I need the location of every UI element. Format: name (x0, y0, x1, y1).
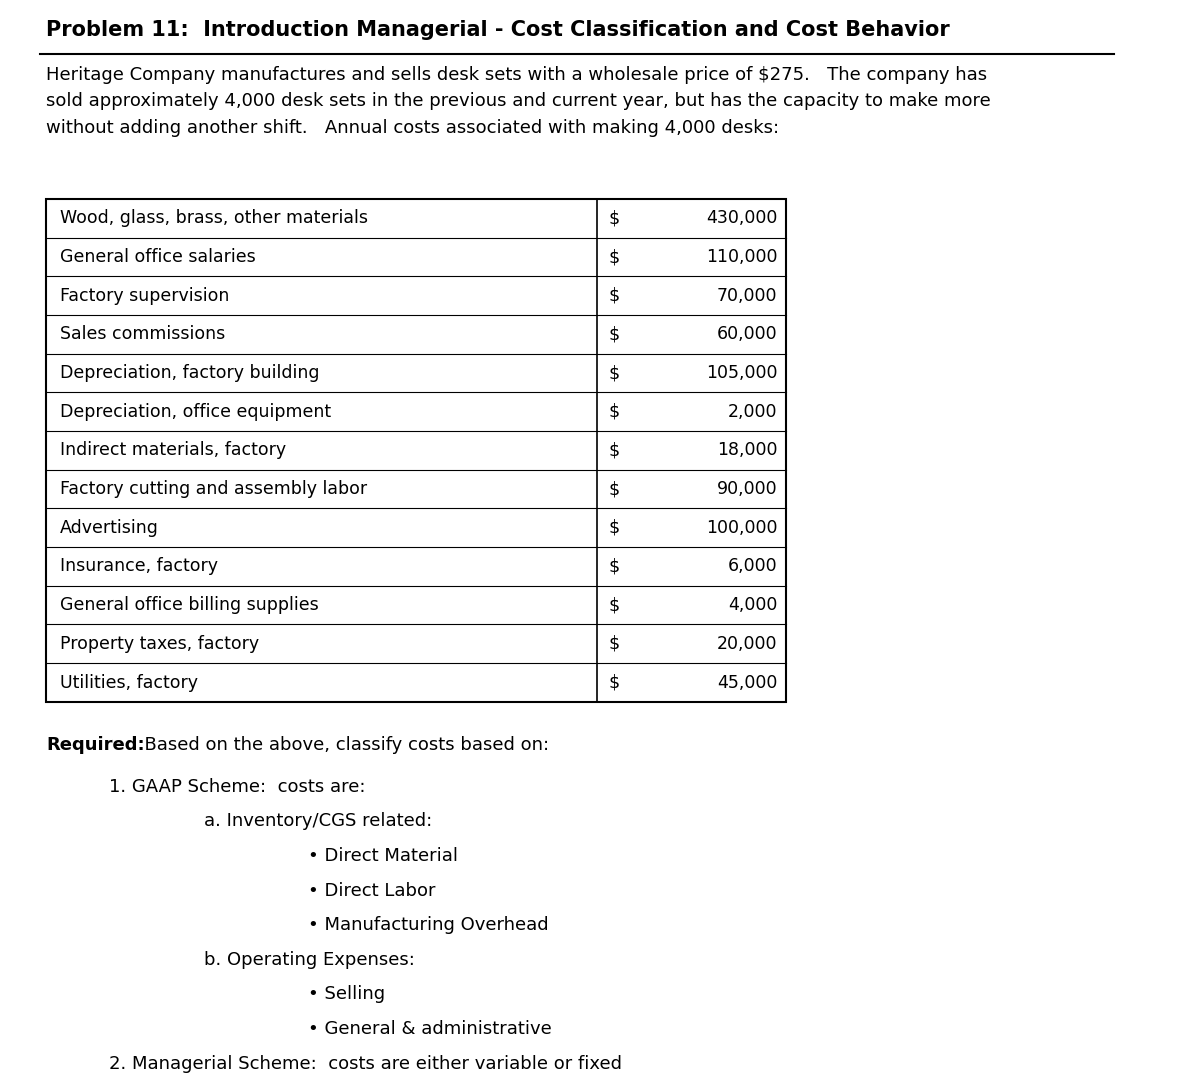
Text: 1. GAAP Scheme:  costs are:: 1. GAAP Scheme: costs are: (109, 777, 366, 796)
Text: $: $ (608, 248, 619, 266)
Text: 20,000: 20,000 (716, 635, 778, 653)
Bar (46, 199, 786, 702)
Text: • Direct Material: • Direct Material (307, 846, 457, 865)
Text: $: $ (608, 364, 619, 382)
Text: • Direct Labor: • Direct Labor (307, 881, 436, 899)
Text: $: $ (608, 403, 619, 421)
Text: • Manufacturing Overhead: • Manufacturing Overhead (307, 917, 548, 934)
Text: Depreciation, office equipment: Depreciation, office equipment (60, 403, 331, 421)
Text: Factory cutting and assembly labor: Factory cutting and assembly labor (60, 480, 367, 498)
Text: $: $ (608, 441, 619, 459)
Text: Sales commissions: Sales commissions (60, 325, 224, 344)
Text: • Selling: • Selling (307, 986, 385, 1003)
Text: Insurance, factory: Insurance, factory (60, 558, 217, 575)
Text: 2. Managerial Scheme:  costs are either variable or fixed: 2. Managerial Scheme: costs are either v… (109, 1055, 622, 1072)
Text: $: $ (608, 673, 619, 692)
Text: Advertising: Advertising (60, 519, 158, 537)
Text: $: $ (608, 519, 619, 537)
Text: 45,000: 45,000 (716, 673, 778, 692)
Text: b. Operating Expenses:: b. Operating Expenses: (204, 951, 415, 969)
Text: $: $ (608, 635, 619, 653)
Text: a. Inventory/CGS related:: a. Inventory/CGS related: (204, 812, 433, 830)
Text: $: $ (608, 286, 619, 305)
Text: 2,000: 2,000 (727, 403, 778, 421)
Text: $: $ (608, 480, 619, 498)
Text: Problem 11:  Introduction Managerial - Cost Classification and Cost Behavior: Problem 11: Introduction Managerial - Co… (46, 21, 949, 40)
Text: Indirect materials, factory: Indirect materials, factory (60, 441, 286, 459)
Text: Heritage Company manufactures and sells desk sets with a wholesale price of $275: Heritage Company manufactures and sells … (46, 66, 991, 137)
Text: Utilities, factory: Utilities, factory (60, 673, 198, 692)
Text: $: $ (608, 596, 619, 614)
Text: General office billing supplies: General office billing supplies (60, 596, 318, 614)
Text: 4,000: 4,000 (728, 596, 778, 614)
Text: Factory supervision: Factory supervision (60, 286, 229, 305)
Text: 105,000: 105,000 (706, 364, 778, 382)
Text: $: $ (608, 325, 619, 344)
Text: 90,000: 90,000 (716, 480, 778, 498)
Text: Required:: Required: (46, 736, 144, 753)
Text: General office salaries: General office salaries (60, 248, 256, 266)
Text: $: $ (608, 210, 619, 227)
Text: 70,000: 70,000 (716, 286, 778, 305)
Text: Depreciation, factory building: Depreciation, factory building (60, 364, 319, 382)
Text: 430,000: 430,000 (706, 210, 778, 227)
Text: Property taxes, factory: Property taxes, factory (60, 635, 259, 653)
Text: Wood, glass, brass, other materials: Wood, glass, brass, other materials (60, 210, 367, 227)
Text: 110,000: 110,000 (706, 248, 778, 266)
Text: 6,000: 6,000 (727, 558, 778, 575)
Text: 60,000: 60,000 (716, 325, 778, 344)
Text: 100,000: 100,000 (706, 519, 778, 537)
Text: • General & administrative: • General & administrative (307, 1020, 552, 1038)
Text: Based on the above, classify costs based on:: Based on the above, classify costs based… (133, 736, 550, 753)
Text: 18,000: 18,000 (716, 441, 778, 459)
Text: $: $ (608, 558, 619, 575)
